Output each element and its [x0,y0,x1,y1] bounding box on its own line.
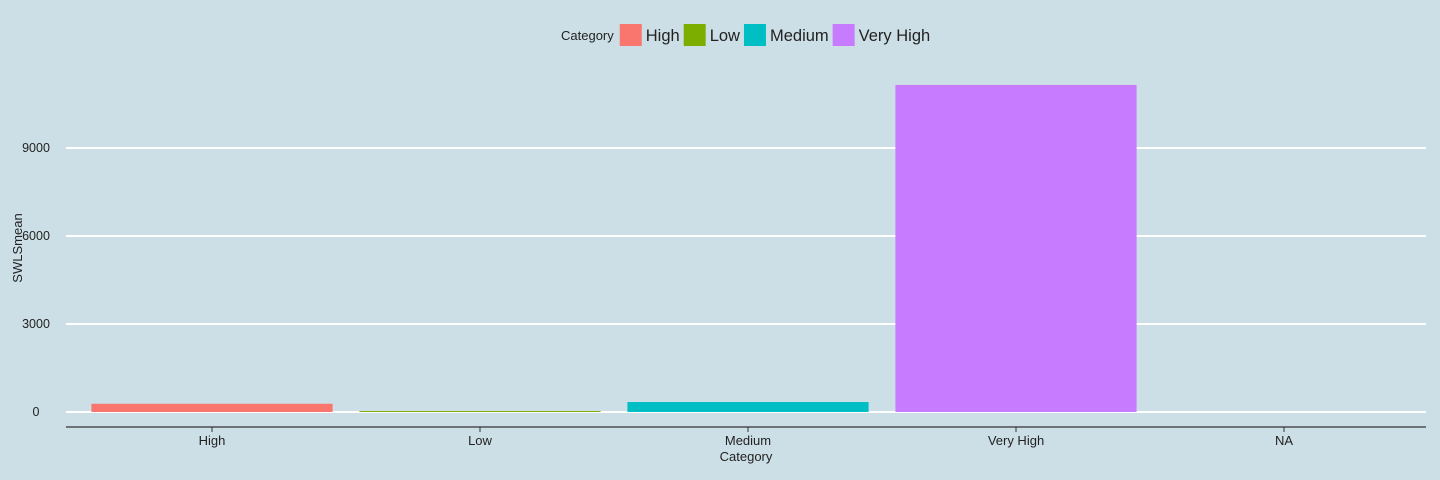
x-tick-label: Low [468,433,492,448]
legend-item-high: High [619,24,680,46]
y-tick-labels: 0 3000 6000 9000 [22,141,50,419]
bar-low [359,411,601,412]
bar-high [91,403,333,412]
legend-swatch [743,24,766,46]
legend: Category High Low Medium Very High [561,24,930,46]
legend-item-medium: Medium [743,24,829,46]
legend-label: Medium [770,27,829,45]
x-tick-label: Medium [725,433,771,448]
legend-swatch [683,24,706,46]
y-tick-label: 3000 [22,317,50,331]
legend-label: Low [710,27,740,45]
x-tick-label: High [199,433,226,448]
legend-title: Category [561,28,614,43]
legend-item-very-high: Very High [832,24,931,46]
x-tick-label: NA [1275,433,1293,448]
bar-medium [627,402,869,412]
legend-label: Very High [859,27,931,45]
legend-swatch [619,24,642,46]
y-tick-label: 0 [33,405,40,419]
legend-label: High [646,27,680,45]
legend-swatch [832,24,855,46]
legend-item-low: Low [683,24,740,46]
bar-very-high [895,84,1137,412]
y-tick-label: 6000 [22,229,50,243]
x-tick-labels: High Low Medium Very High NA [199,427,1293,448]
y-axis-title: SWLSmean [10,213,25,282]
y-tick-label: 9000 [22,141,50,155]
x-tick-label: Very High [988,433,1044,448]
gridlines [66,147,1426,413]
x-axis-title: Category [720,449,773,464]
bars [91,84,1137,412]
